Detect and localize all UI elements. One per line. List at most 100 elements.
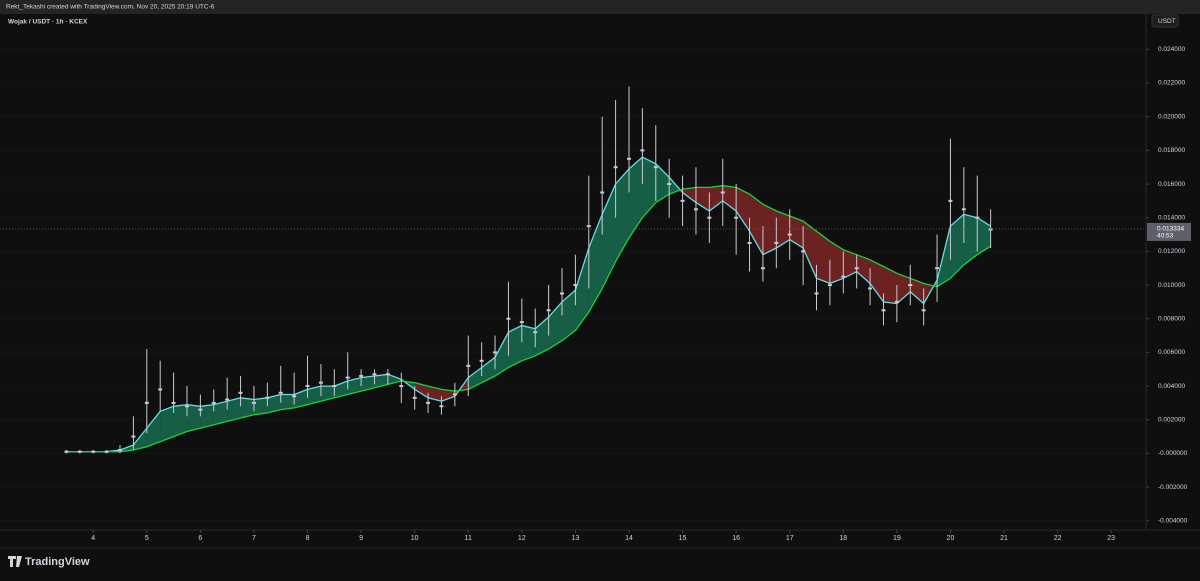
candle-close [104,450,109,453]
candle-close [439,405,444,408]
candle-close [158,388,163,391]
ribbon-segment [173,404,187,437]
ribbon-segment [495,332,509,376]
candle-close [894,300,899,303]
candle-close [653,166,658,169]
candle-close [318,381,323,384]
x-tick-label: 10 [411,535,419,542]
y-tick-label: 0.004000 [1158,383,1185,390]
candle-close [305,385,310,388]
candle-close [988,228,993,231]
candle-close [198,408,203,411]
candle-close [720,191,725,194]
candle-close [693,208,698,211]
ribbon-segment [240,397,254,419]
candle-close [493,351,498,354]
ribbon-segment [320,386,335,402]
candle-close [801,250,806,253]
ribbon-segment [749,194,763,255]
ribbon-segment [160,406,174,442]
candle-close [881,309,886,312]
x-tick-label: 11 [465,535,472,542]
candle-close [479,359,484,362]
ribbon-segment [588,214,603,312]
ribbon-segment [709,185,723,211]
candle-close [680,199,685,202]
candle-close [64,450,69,453]
x-tick-label: 8 [306,535,310,542]
candle-close [77,450,82,453]
ribbon-segment [307,386,321,405]
brand: TradingView [25,556,90,568]
ribbon-segment [294,389,308,408]
candle-close [707,216,712,219]
candle-close [385,373,390,376]
last-price-label: 0.013334 [1157,226,1184,233]
ribbon-segment [642,157,656,218]
candle-close [841,275,846,278]
candle-close [827,284,832,287]
candle-close [868,287,873,290]
ribbon-segment [186,404,201,432]
candle-close [975,216,980,219]
plot [0,48,1146,522]
candle-close [760,267,765,270]
candle-close [640,149,645,152]
candle-close [734,216,739,219]
x-tick-label: 19 [893,535,901,542]
y-tick-label: 0.006000 [1158,349,1185,356]
ribbon-segment [267,394,281,413]
candle-close [626,157,631,160]
ribbon-segment [977,217,991,255]
ribbon-segment [883,266,897,304]
ribbon-segment [414,382,429,398]
y-tick-label: -0.004000 [1158,517,1188,524]
ribbon-segment [133,428,147,451]
ribbon-edge [66,185,991,453]
ribbon-segment [602,184,616,289]
x-tick-label: 16 [732,535,740,542]
candle-close [278,391,283,394]
ribbon-segment [146,411,161,447]
ribbon-segment [521,325,536,361]
candle-close [519,321,524,324]
candle-close [332,385,337,388]
y-tick-label: 0.022000 [1158,80,1185,87]
candle-close [91,450,96,453]
ribbon-segment [227,397,241,422]
x-tick-label: 14 [625,535,633,542]
ribbon-segment [441,389,455,402]
brand-logo [8,556,22,567]
candle-close [573,284,578,287]
ribbon-segment [803,221,817,279]
ribbon-segment [816,231,830,284]
candle-close [613,166,618,169]
candle-close [948,199,953,202]
candle-close [359,374,364,377]
candle-close [452,393,457,396]
ribbon-segment [374,374,388,388]
ribbon-segment [762,204,777,255]
candle-close [908,284,913,287]
x-tick-label: 9 [359,535,363,542]
x-tick-label: 12 [518,535,526,542]
ribbon-segment [776,210,790,249]
y-tick-label: 0.024000 [1158,46,1185,53]
ribbon-segment [575,248,589,331]
last-price-box [1147,222,1191,241]
candle-close [118,449,123,452]
y-tick-label: 0.010000 [1158,282,1185,289]
header-text: Rekt_Tekashi created with TradingView.co… [6,4,215,11]
x-tick-label: 6 [198,535,202,542]
candle-close [854,267,859,270]
ribbon-segment [213,401,228,425]
candle-close [546,309,551,312]
ribbon-segment [280,394,295,410]
y-tick-label: -0.002000 [1158,484,1188,491]
ribbon-segment [856,254,871,284]
y-tick-label: 0.016000 [1158,181,1185,188]
ribbon-segment [253,397,268,415]
candle-close [372,373,377,376]
